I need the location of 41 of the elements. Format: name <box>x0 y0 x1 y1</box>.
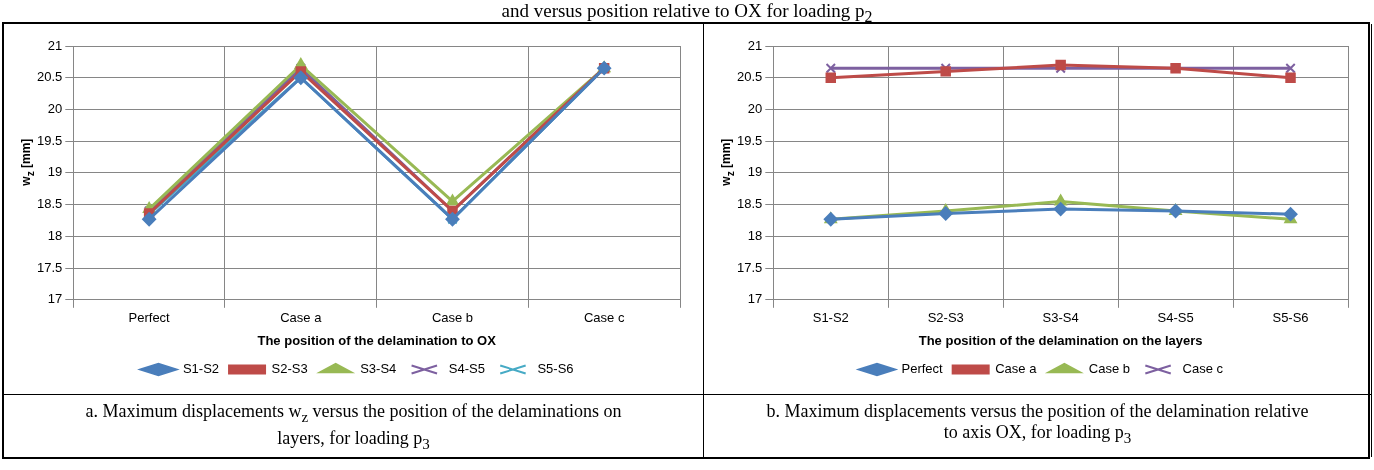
text: a. Maximum displacements w$_{z}$ versus the position of the delaminations on layers, for loading p$_{3}$ <box>4 395 704 457</box>
legend-label: Case c <box>1182 361 1224 377</box>
y-tick-label: 21 <box>747 37 763 53</box>
x-tick-label: Case c <box>583 310 625 326</box>
y-tick-label: 19 <box>47 164 63 180</box>
x-tick-label: S5-S6 <box>1272 310 1309 326</box>
legend-label: S1-S2 <box>182 361 220 377</box>
x-axis-title: The position of the delamination to OX <box>257 332 497 348</box>
legend-label: S3-S4 <box>360 361 397 377</box>
y-tick-label: 17 <box>47 291 63 307</box>
y-tick-label: 18.5 <box>36 196 63 212</box>
y-tick-label: 18.5 <box>736 196 763 212</box>
x-tick-label: Case a <box>280 310 323 326</box>
legend-label: Case b <box>1088 361 1131 377</box>
y-tick-label: 17.5 <box>36 259 63 275</box>
text: and versus position relative to OX for loading p$_{2}$ <box>500 0 874 25</box>
y-tick-label: 18 <box>747 227 763 243</box>
text: b. Maximum displacements versus the position of the delamination relative to axis OX, for loading p$_{3}$ <box>704 395 1372 457</box>
y-tick-label: 19.5 <box>736 132 763 148</box>
legend-label: Perfect <box>901 361 944 377</box>
y-tick-label: 21 <box>47 37 63 53</box>
y-tick-label: 20 <box>747 101 763 117</box>
legend-label: Case a <box>995 361 1038 377</box>
x-tick-label: Perfect <box>128 310 171 326</box>
y-tick-label: 19.5 <box>36 132 63 148</box>
y-tick-label: 17.5 <box>736 259 763 275</box>
legend-label: S5-S6 <box>537 361 574 377</box>
y-tick-label: 20.5 <box>36 69 63 85</box>
x-tick-label: S4-S5 <box>1157 310 1194 326</box>
x-tick-label: Case b <box>431 310 474 326</box>
y-tick-label: 18 <box>47 227 63 243</box>
x-axis-title: The position of the delamination on the layers <box>918 332 1203 348</box>
y-tick-label: 17 <box>747 291 763 307</box>
legend-label: S2-S3 <box>271 361 308 377</box>
legend-label: S4-S5 <box>448 361 485 377</box>
x-tick-label: S2-S3 <box>927 310 964 326</box>
y-tick-label: 20.5 <box>736 69 763 85</box>
x-tick-label: S3-S4 <box>1042 310 1079 326</box>
x-tick-label: S1-S2 <box>812 310 849 326</box>
y-tick-label: 19 <box>747 164 763 180</box>
y-tick-label: 20 <box>47 101 63 117</box>
